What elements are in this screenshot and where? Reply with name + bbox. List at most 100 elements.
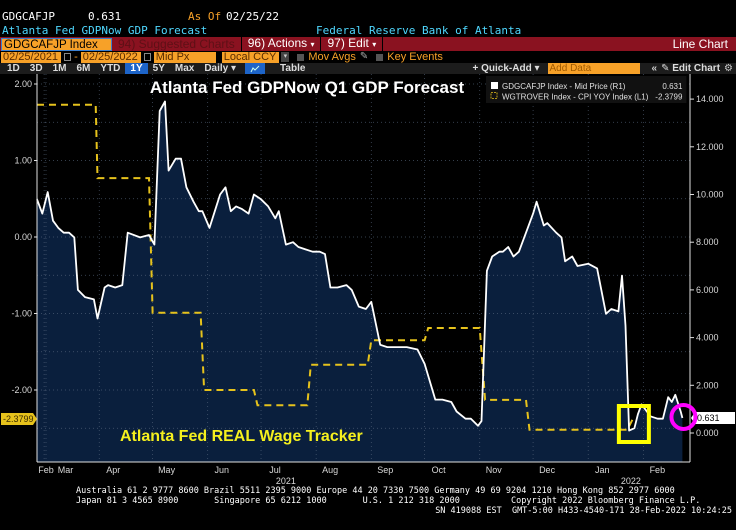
frequency-select[interactable]: Daily ▾ — [199, 63, 241, 74]
legend-entry-value: 0.631 — [662, 82, 683, 91]
chevron-down-icon: ▾ — [534, 63, 540, 74]
divider — [382, 37, 384, 51]
x-tick-label: May — [158, 465, 176, 475]
chart-title: Atlanta Fed GDPNow Q1 GDP Forecast — [150, 78, 465, 97]
security-source: Federal Reserve Bank of Atlanta — [316, 24, 522, 37]
legend: GDGCAFJP Index - Mid Price (R1) 0.631 WGTR… — [486, 76, 687, 103]
range-tab-1m[interactable]: 1M — [52, 63, 67, 74]
gdp-area — [37, 101, 683, 462]
x-tick-label: Mar — [58, 465, 74, 475]
actions-menu[interactable]: 96) Actions ▾ — [242, 36, 321, 52]
left-tick-label: -2.00 — [11, 385, 32, 395]
x-tick-label: Feb — [38, 465, 54, 475]
wage-series — [37, 103, 634, 431]
add-data-input[interactable]: Add Data — [547, 63, 640, 74]
x-tick-label: Jan — [595, 465, 610, 475]
currency-select[interactable]: Local CCY — [221, 51, 280, 63]
x-tick-label: Apr — [106, 465, 120, 475]
left-tick-label: 2.00 — [14, 79, 32, 89]
collapse-icon[interactable]: « — [651, 63, 658, 74]
security-description: Atlanta Fed GDPNow GDP Forecast — [2, 24, 208, 37]
x-tick-label: Sep — [377, 465, 393, 475]
start-date-input[interactable]: 02/25/2021 — [1, 51, 62, 63]
right-tick-label: 2.000 — [696, 380, 719, 390]
edit-menu[interactable]: 97) Edit ▾ — [321, 36, 382, 52]
calendar-icon[interactable] — [64, 53, 72, 61]
pencil-icon[interactable]: ✎ — [359, 51, 369, 62]
footer-contacts-2: Japan 81 3 4565 8900 Singapore 65 6212 1… — [76, 496, 701, 506]
description-header: Atlanta Fed GDPNow GDP Forecast Federal … — [0, 24, 736, 37]
key-events-label: Key Events — [387, 51, 443, 63]
key-events-checkbox[interactable] — [376, 53, 384, 61]
suggested-charts-button[interactable]: 94) Suggested Charts — [118, 37, 235, 51]
range-tab-max[interactable]: Max — [174, 63, 195, 74]
chevron-down-icon: ▾ — [372, 40, 377, 49]
security-input[interactable]: GDGCAFJP Index — [1, 37, 112, 51]
chart: Feb Mar Apr May Jun Jul Aug Sep Oct Nov Dec Jan Feb 2… — [1, 74, 735, 486]
x-tick-label: Feb — [650, 465, 666, 475]
pencil-icon: ✎ — [661, 63, 670, 74]
range-tab-1d[interactable]: 1D — [7, 63, 20, 74]
x-tick-label: Aug — [322, 465, 338, 475]
right-last-value-label: 0.631 — [697, 413, 720, 423]
range-tab-5y[interactable]: 5Y — [152, 63, 165, 74]
right-tick-label: 10.000 — [696, 190, 724, 200]
table-tab[interactable]: Table — [280, 63, 306, 74]
right-tick-label: 4.000 — [696, 333, 719, 343]
legend-swatch-wage — [490, 92, 498, 99]
edit-chart-button[interactable]: ✎ Edit Chart — [661, 63, 720, 74]
chevron-down-icon: ▾ — [310, 40, 315, 49]
x-tick-label: Nov — [486, 465, 503, 475]
left-tick-label: -1.00 — [11, 309, 32, 319]
main-toolbar: GDGCAFJP Index 94) Suggested Charts 96) … — [0, 36, 736, 52]
left-last-value-tag — [1, 413, 37, 426]
line-chart-icon[interactable] — [245, 63, 266, 74]
legend-entry-name: WGTROVER Index - CPI YOY Index (L1) — [502, 93, 649, 102]
right-last-value-tag — [691, 411, 735, 424]
footer-session-info: SN 419088 EST GMT-5:00 H433-4540-171 28-… — [435, 506, 732, 516]
range-tab-3d[interactable]: 3D — [29, 63, 43, 74]
as-of-date: 02/25/22 — [226, 10, 279, 23]
chart-type-label[interactable]: Line Chart — [672, 37, 728, 51]
calendar-icon[interactable] — [143, 53, 151, 61]
date-range-toolbar: 02/25/2021 - 02/25/2022 Mid Px Local CCY… — [0, 51, 736, 63]
range-tab-6m[interactable]: 6M — [76, 63, 91, 74]
security-header: GDGCAFJP 0.631 As Of 02/25/22 — [0, 10, 736, 24]
x-axis-labels: Feb Mar Apr May Jun Jul Aug Sep Oct Nov Dec Jan Feb 2… — [38, 465, 665, 486]
footer-contacts-1: Australia 61 2 9777 8600 Brazil 5511 239… — [76, 486, 675, 496]
edit-label: 97) Edit — [327, 36, 369, 50]
end-date-input[interactable]: 02/25/2022 — [80, 51, 141, 63]
x-year-label: 2022 — [621, 476, 641, 486]
mov-avgs-checkbox[interactable] — [297, 53, 305, 61]
quick-add-button[interactable]: + Quick-Add ▾ — [473, 63, 540, 74]
legend-entry-value: -2.3799 — [655, 93, 683, 102]
divider — [240, 37, 242, 51]
price-field-select[interactable]: Mid Px — [153, 51, 216, 63]
right-tick-label: 0.000 — [696, 428, 719, 438]
left-last-value-label: -2.3799 — [3, 414, 34, 424]
gdp-line — [36, 100, 684, 432]
wage-tracker-annotation: Atlanta Fed REAL Wage Tracker — [120, 428, 363, 445]
x-year-label: 2021 — [276, 476, 296, 486]
chevron-down-icon[interactable]: ▾ — [281, 52, 290, 62]
axes — [36, 74, 691, 463]
legend-swatch-gdp — [491, 82, 498, 89]
x-tick-label: Jun — [214, 465, 229, 475]
range-tab-1y[interactable]: 1Y — [125, 63, 148, 74]
left-tick-label: 0.00 — [14, 232, 32, 242]
as-of-label: As Of — [188, 10, 222, 23]
range-tab-ytd[interactable]: YTD — [100, 63, 121, 74]
range-toolbar: 1D 3D 1M 6M YTD 1Y 5Y Max Daily ▾ Table … — [0, 63, 736, 74]
chevron-down-icon: ▾ — [231, 63, 237, 74]
date-separator: - — [74, 51, 78, 63]
gdp-area-fill — [37, 101, 683, 462]
highlight-box — [616, 404, 651, 444]
wage-line — [37, 103, 634, 431]
highlight-circle — [669, 402, 698, 431]
gear-icon[interactable]: ⚙ — [724, 63, 733, 74]
highlights — [616, 402, 698, 444]
legend-box — [486, 76, 687, 103]
legend-entry-name: GDGCAFJP Index - Mid Price (R1) — [502, 82, 626, 91]
right-axis-labels: 0.631 14.000 12.000 10.000 8.000 6.000 4.000 2.… — [690, 94, 735, 438]
left-tick-label: 1.00 — [14, 156, 32, 166]
